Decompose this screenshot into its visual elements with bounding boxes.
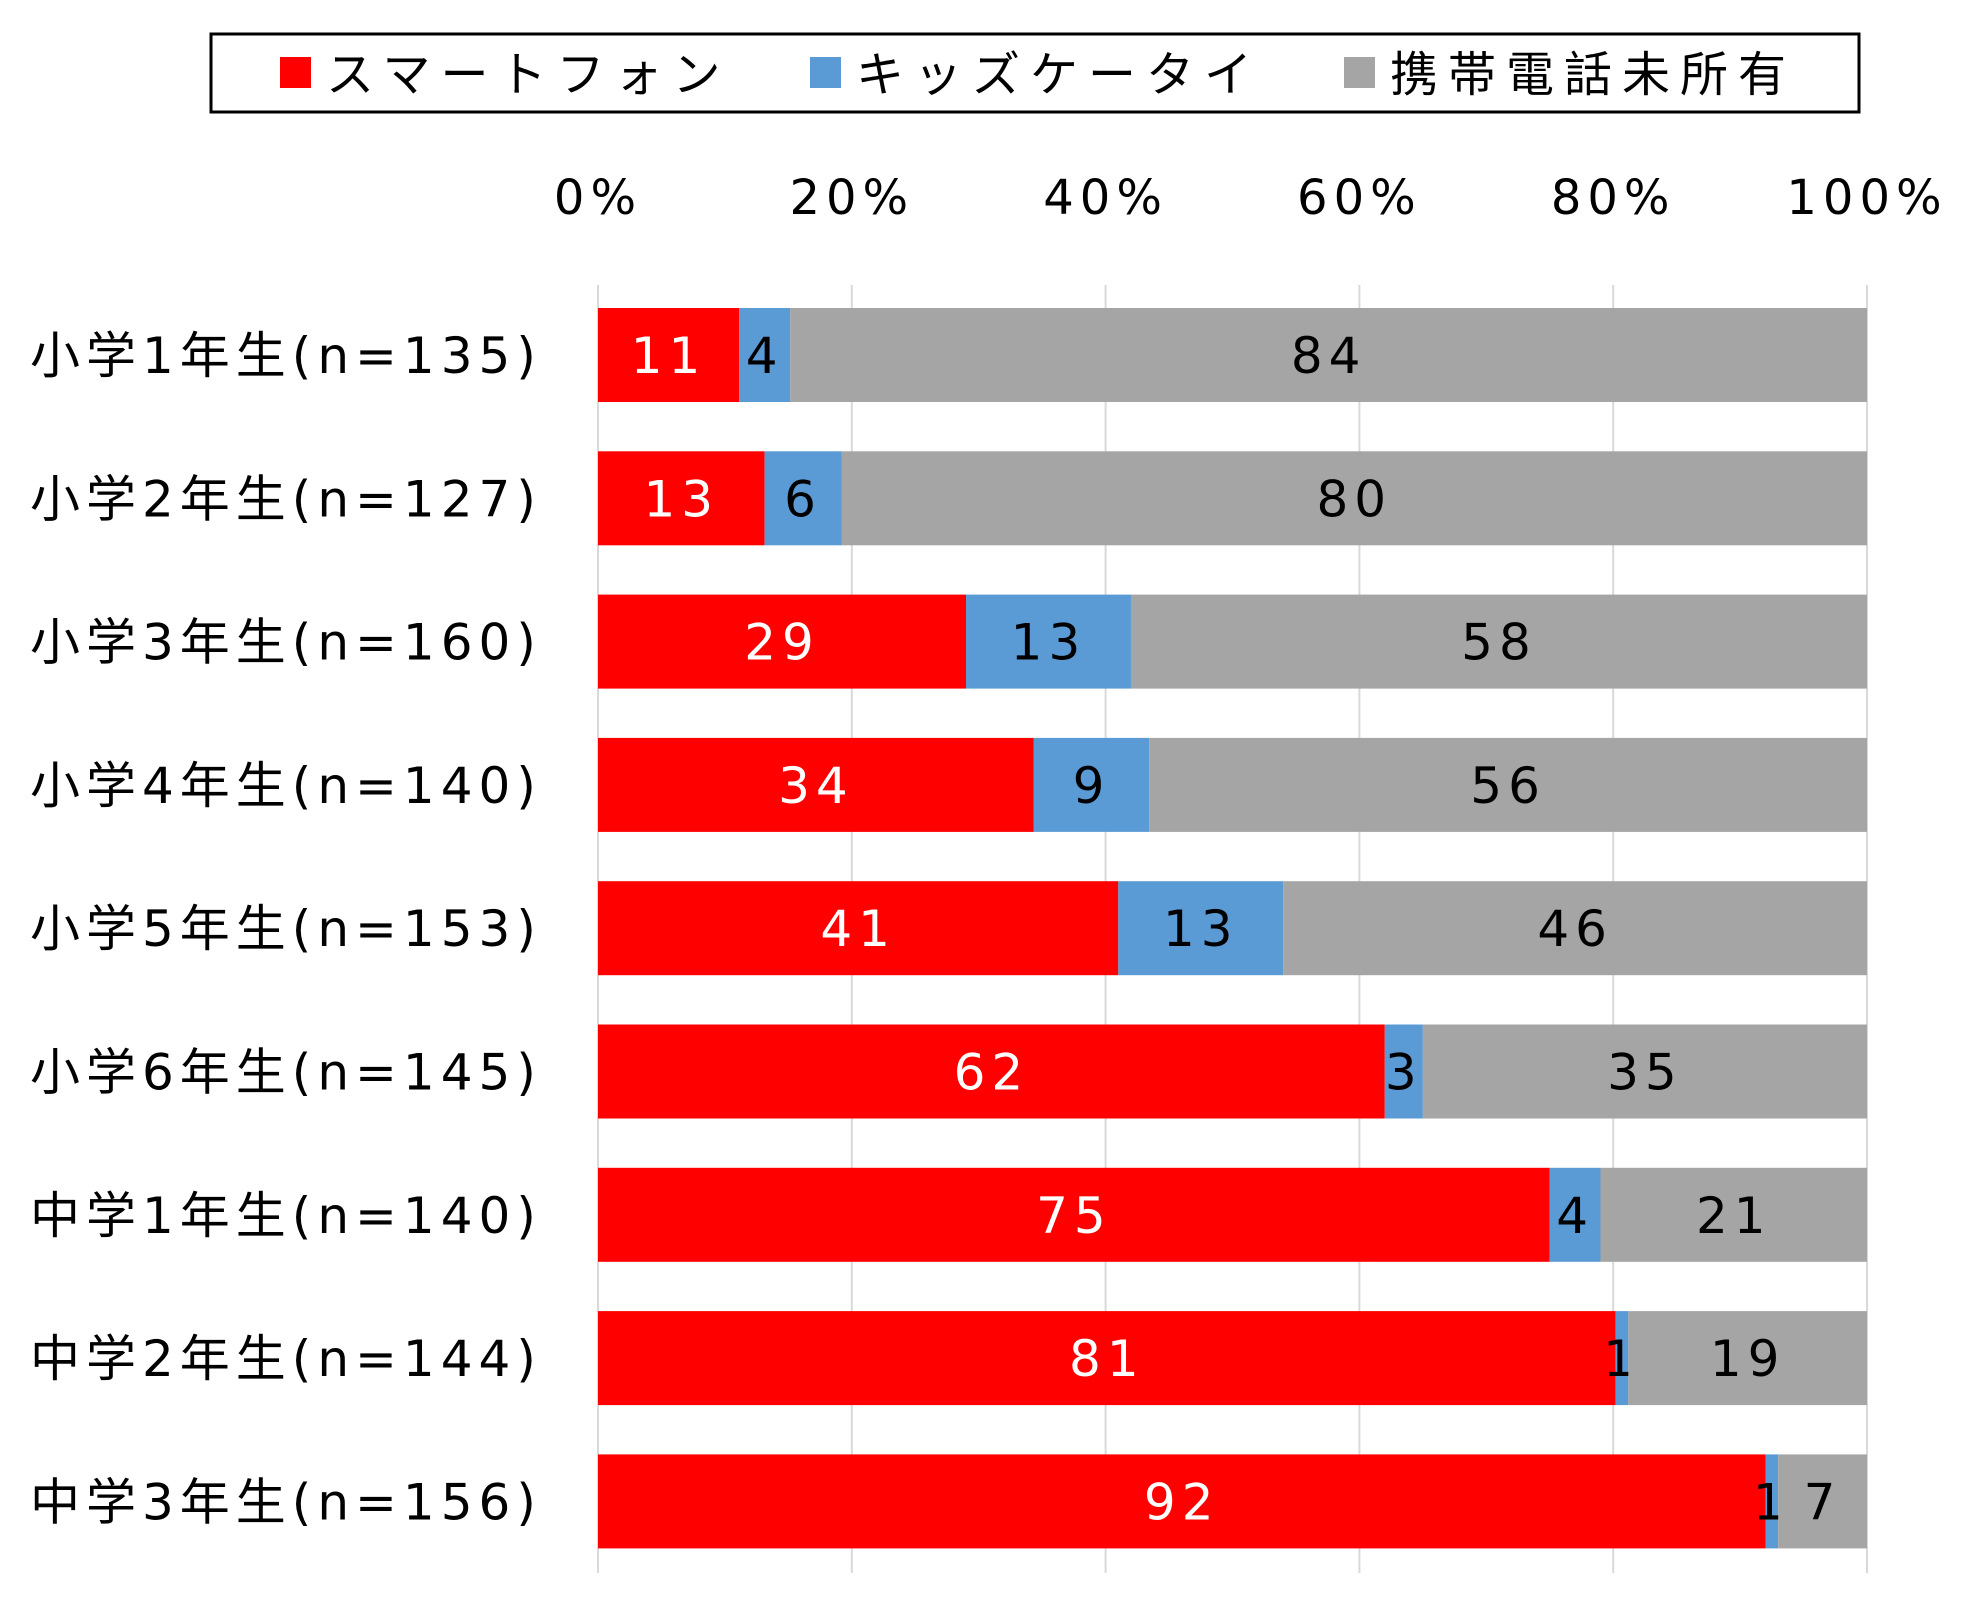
category-label-9: 中学3年生(n=156) [30,1473,542,1531]
bar-segment-2-2 [764,451,842,546]
category-label-5: 小学5年生(n=153) [30,900,542,958]
data-label-2-2: 6 [784,470,822,528]
category-label-6: 小学6年生(n=145) [30,1044,542,1102]
data-label-4-2: 9 [1073,757,1111,815]
data-label-3-2: 13 [1011,614,1087,672]
category-label-2: 小学2年生(n=127) [30,470,542,528]
bar-segment-8-2 [1615,1311,1629,1406]
bar-segment-2-1 [598,451,765,546]
bar-segment-2-3 [841,451,1868,546]
bar-segment-7-3 [1600,1167,1867,1262]
category-label-3: 小学3年生(n=160) [30,614,542,672]
bar-segment-4-1 [598,737,1034,832]
data-label-2-1: 13 [644,470,720,528]
x-tick-label-0: 0% [554,170,642,226]
legend-label-1: スマートフォン [326,47,731,103]
category-labels: 小学1年生(n=135) 小学2年生(n=127) 小学3年生(n=160) 小学4年… [30,327,542,1531]
bar-segment-4-3 [1149,737,1867,832]
category-label-4: 小学4年生(n=140) [30,757,542,815]
data-label-4-3: 56 [1470,757,1546,815]
bar-segment-5-2 [1118,881,1284,976]
data-label-6-3: 35 [1607,1044,1683,1102]
data-label-9-3: 7 [1804,1473,1842,1531]
bar-segment-3-2 [966,594,1131,689]
category-label-7: 中学1年生(n=140) [30,1187,542,1245]
data-label-5-1: 41 [820,900,896,958]
legend-swatch-1 [280,57,311,88]
bar-segment-6-2 [1384,1024,1423,1119]
legend-label-2: キッズケータイ [856,47,1262,103]
bar-segment-1-3 [790,308,1867,402]
data-label-5-3: 46 [1537,900,1613,958]
data-label-1-2: 4 [746,327,784,385]
legend-swatch-2 [810,57,841,88]
legend-swatch-3 [1344,57,1375,88]
legend: スマートフォン キッズケータイ 携帯電話未所有 [280,47,1796,103]
bar-segment-6-3 [1422,1024,1867,1119]
data-label-4-1: 34 [778,757,854,815]
bar-segment-8-3 [1628,1311,1867,1406]
bar-segment-3-3 [1130,594,1867,689]
x-tick-label-20: 20% [789,170,914,226]
bar-segment-8-1 [598,1311,1616,1406]
bar-segment-3-1 [598,594,967,689]
data-label-3-3: 58 [1461,614,1537,672]
bar-segment-5-3 [1283,881,1867,976]
data-label-1-3: 84 [1291,327,1367,385]
bar-segment-1-2 [739,308,791,402]
data-label-5-2: 13 [1163,900,1239,958]
data-label-2-3: 80 [1316,470,1392,528]
bar-segment-6-1 [598,1024,1385,1119]
data-label-8-3: 19 [1710,1330,1786,1388]
bar-segment-1-1 [598,308,739,402]
x-tick-label-80: 80% [1551,170,1676,226]
bar-segment-9-1 [598,1454,1766,1549]
legend-box [209,32,1861,114]
data-label-6-1: 62 [954,1044,1030,1102]
x-axis-ticks: 0% 20% 40% 60% 80% 100% [554,170,1947,226]
data-label-6-2: 3 [1385,1044,1423,1102]
bar-segment-9-3 [1778,1454,1867,1549]
category-label-8: 中学2年生(n=144) [30,1330,542,1388]
data-label-7-1: 75 [1036,1187,1112,1245]
bar-segment-4-2 [1033,737,1150,832]
x-tick-label-100: 100% [1786,170,1947,226]
x-tick-label-60: 60% [1297,170,1422,226]
category-label-1: 小学1年生(n=135) [30,327,542,385]
data-label-1-1: 11 [631,327,707,385]
data-label-7-3: 21 [1696,1187,1772,1245]
data-label-7-2: 4 [1556,1187,1594,1245]
legend-label-3: 携帯電話未所有 [1390,47,1796,103]
bars: 11 4 84 13 6 80 29 13 58 34 9 56 41 13 46 62 3 35 75 4 21 81 1… [598,308,1868,1549]
data-label-9-1: 92 [1144,1473,1220,1531]
bar-segment-9-2 [1765,1454,1779,1549]
bar-segment-7-1 [598,1167,1550,1262]
data-label-8-1: 81 [1069,1330,1145,1388]
x-tick-label-40: 40% [1043,170,1168,226]
bar-segment-5-1 [598,881,1119,976]
data-label-3-1: 29 [744,614,820,672]
bar-segment-7-2 [1549,1167,1601,1262]
